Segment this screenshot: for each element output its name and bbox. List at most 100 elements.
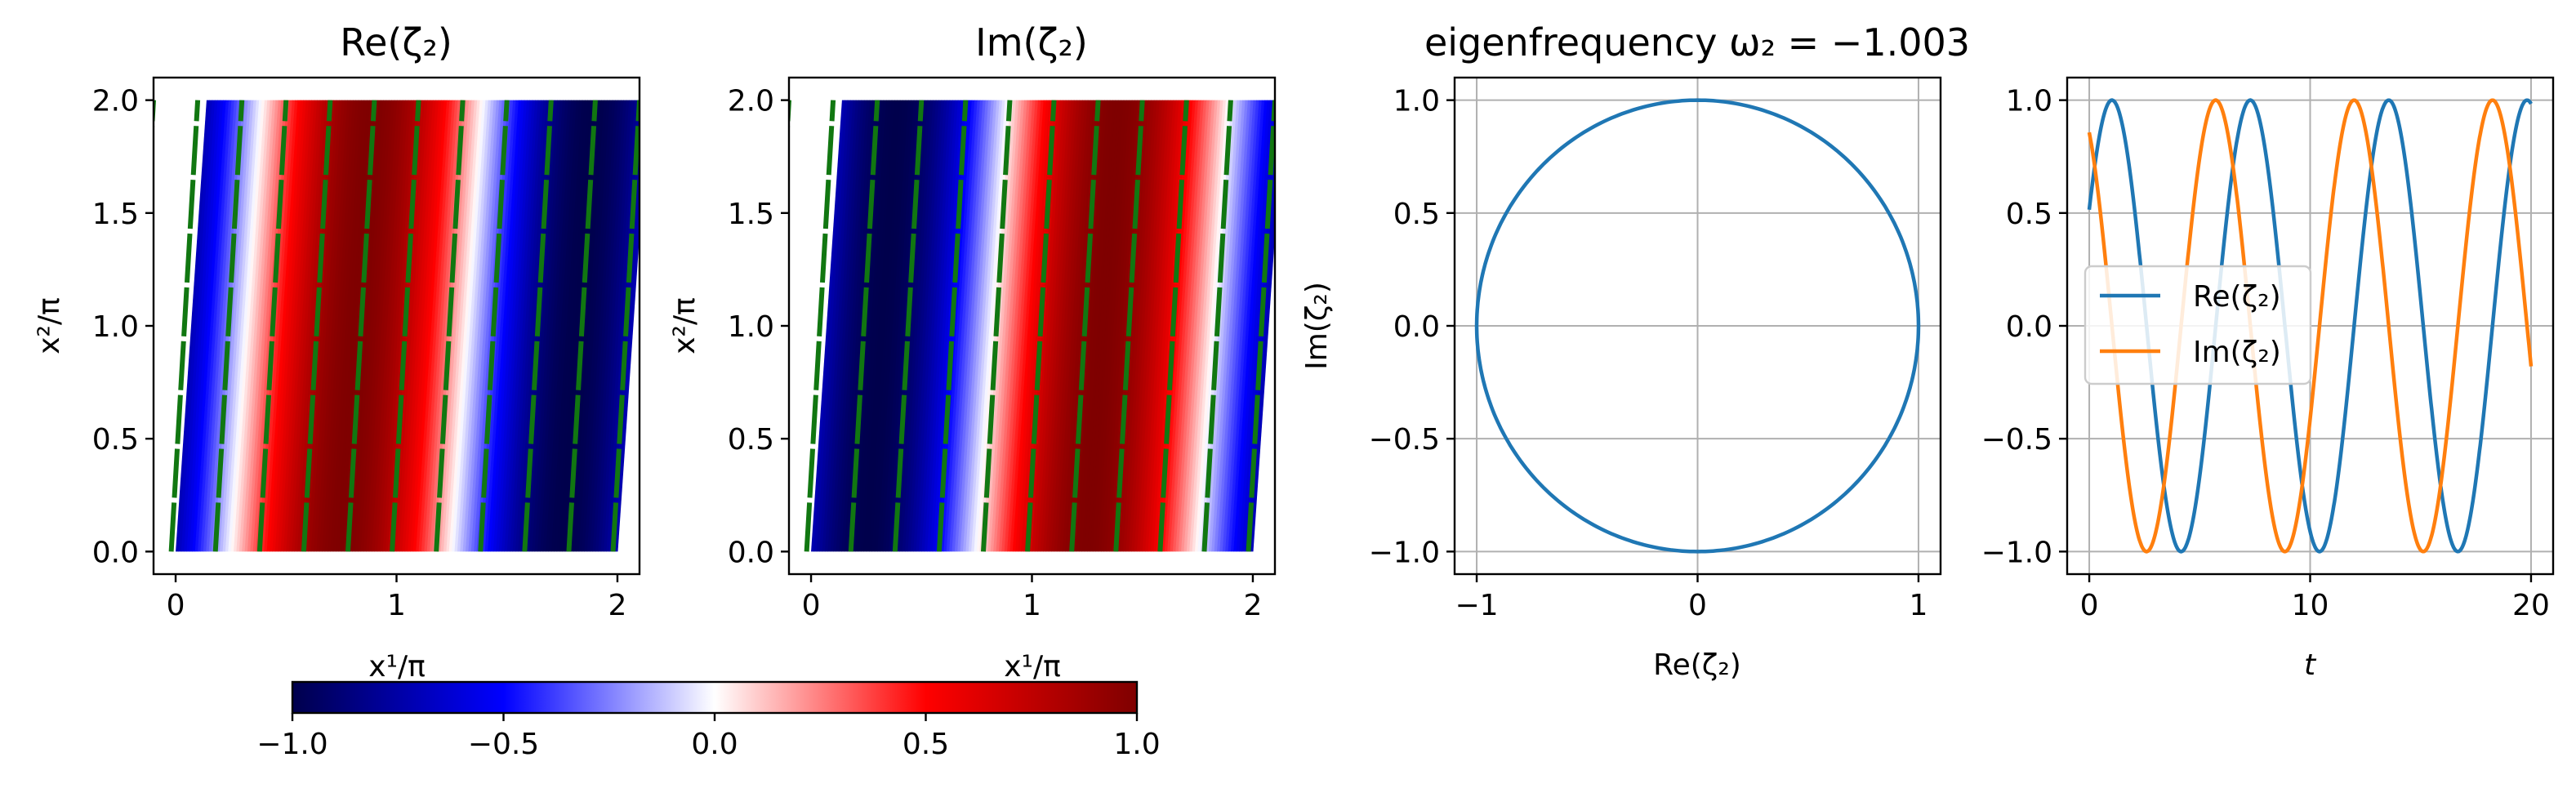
heatmap-cell-column (247, 100, 282, 552)
heatmap-cell-column (614, 189, 640, 552)
heatmap-cell-column (943, 100, 978, 552)
time-series-panel: 0 10 20 −1.0 −0.5 0.0 0.5 1.0 t Re(ζ₂) Im(ζ₂) (1981, 76, 2555, 682)
heatmap-cell-column (1087, 100, 1121, 552)
heatmap-cell-column (537, 100, 572, 552)
x-tick-label: 20 (2512, 589, 2550, 622)
heatmap-cell-column (902, 100, 937, 552)
heatmap-cell-column (1167, 100, 1201, 552)
heatmap-cell-column (488, 100, 522, 552)
eigen-circle-panel: eigenfrequency ω₂ = −1.003 −1 0 1 −1.0 −0.5 0… (1300, 20, 1970, 682)
contour-line (702, 100, 728, 552)
heatmap-cell-column (985, 100, 1019, 552)
heatmap-cell-column (927, 100, 961, 552)
heatmap-cell-column (913, 100, 947, 552)
eigen-circle-grid (1455, 78, 1941, 574)
heatmap-cell-column (954, 100, 989, 552)
heatmap-cell-column (528, 100, 564, 552)
heatmap-cell-column (396, 100, 431, 552)
heatmap-cell-column (377, 100, 412, 552)
heatmap-cell-column (534, 100, 569, 552)
heatmap-cell-column (368, 100, 403, 552)
heatmap-cell-column (819, 100, 853, 552)
heatmap-cell-column (924, 100, 959, 552)
heatmap-cell-column (490, 100, 525, 552)
heatmap-cell-column (418, 100, 453, 552)
im-heatmap-panel: Im(ζ₂) 0 1 2 0.0 0.5 1.0 1.5 2.0 x¹/π x²/π (668, 20, 1277, 684)
time-series-xlabel: t (2304, 648, 2317, 682)
heatmap-cell-column (598, 100, 633, 552)
heatmap-cell-column (1004, 100, 1039, 552)
eigen-circle-title: eigenfrequency ω₂ = −1.003 (1424, 20, 1970, 65)
heatmap-cell-column (230, 100, 265, 552)
heatmap-cell-column (261, 100, 296, 552)
contour-line (936, 100, 969, 552)
heatmap-cell-column (830, 100, 865, 552)
heatmap-cell-column (358, 100, 392, 552)
y-tick-label: 0.5 (728, 423, 774, 457)
heatmap-cell-column (1009, 100, 1045, 552)
contour-line (1157, 100, 1189, 552)
heatmap-cell-column (310, 100, 345, 552)
heatmap-cell-column (460, 100, 495, 552)
heatmap-cell-column (918, 100, 953, 552)
heatmap-cell-column (1142, 100, 1177, 552)
heatmap-cell-column (1186, 100, 1221, 552)
heatmap-cell-column (604, 100, 638, 552)
y-tick-label: 1.5 (728, 198, 774, 231)
heatmap-cell-column (858, 100, 893, 552)
heatmap-cell-column (438, 100, 472, 552)
heatmap-cell-column (484, 100, 519, 552)
heatmap-cell-column (1164, 100, 1199, 552)
heatmap-cell-column (225, 100, 260, 552)
heatmap-cell-column (570, 100, 605, 552)
heatmap-cell-column (1101, 100, 1135, 552)
heatmap-cell-column (1029, 100, 1063, 552)
heatmap-cell-column (316, 100, 351, 552)
heatmap-cell-column (592, 100, 627, 552)
heatmap-cell-column (1090, 100, 1125, 552)
heatmap-cell-column (443, 100, 478, 552)
heatmap-cell-column (512, 100, 547, 552)
heatmap-cell-column (457, 100, 492, 552)
heatmap-cell-column (1170, 100, 1205, 552)
heatmap-cell-column (412, 100, 448, 552)
im-heatmap-ylabel: x²/π (668, 297, 702, 354)
heatmap-cell-column (816, 100, 851, 552)
heatmap-cell-column (319, 100, 354, 552)
colorbar-tick-label: 0.5 (902, 728, 949, 761)
x-tick-label: 1 (387, 589, 406, 622)
heatmap-cell-column (234, 100, 268, 552)
heatmap-cell-column (1078, 100, 1113, 552)
x-tick-label: 0 (167, 589, 185, 622)
heatmap-cell-column (1043, 100, 1077, 552)
heatmap-cell-column (1181, 100, 1215, 552)
heatmap-cell-column (184, 100, 218, 552)
heatmap-cell-column (885, 100, 920, 552)
heatmap-cell-column (421, 100, 456, 552)
heatmap-cell-column (399, 100, 434, 552)
heatmap-cell-column (896, 100, 931, 552)
y-tick-label: 0.5 (92, 423, 139, 457)
heatmap-cell-column (410, 100, 445, 552)
heatmap-cell-column (1092, 100, 1127, 552)
contour-line (1113, 100, 1145, 552)
heatmap-cell-column (974, 100, 1009, 552)
heatmap-cell-column (1120, 100, 1155, 552)
heatmap-cell-column (222, 100, 257, 552)
heatmap-cell-column (833, 100, 867, 552)
heatmap-cell-column (446, 100, 481, 552)
heatmap-cell-column (515, 100, 550, 552)
heatmap-cell-column (332, 100, 368, 552)
heatmap-cell-column (1228, 100, 1263, 552)
heatmap-cell-column (250, 100, 285, 552)
re-heatmap-title: Re(ζ₂) (340, 20, 452, 65)
heatmap-cell-column (1128, 100, 1163, 552)
re-heatmap-panel: Re(ζ₂) 0 1 2 0.0 0.5 1.0 1.5 2.0 x¹/π x²/π (33, 20, 728, 684)
colorbar-tick-label: −0.5 (468, 728, 539, 761)
heatmap-cell-column (416, 100, 450, 552)
heatmap-cell-column (322, 100, 357, 552)
heatmap-cell-column (272, 100, 307, 552)
heatmap-cell-column (1150, 100, 1185, 552)
heatmap-cell-column (1208, 100, 1243, 552)
heatmap-cell-column (394, 100, 428, 552)
